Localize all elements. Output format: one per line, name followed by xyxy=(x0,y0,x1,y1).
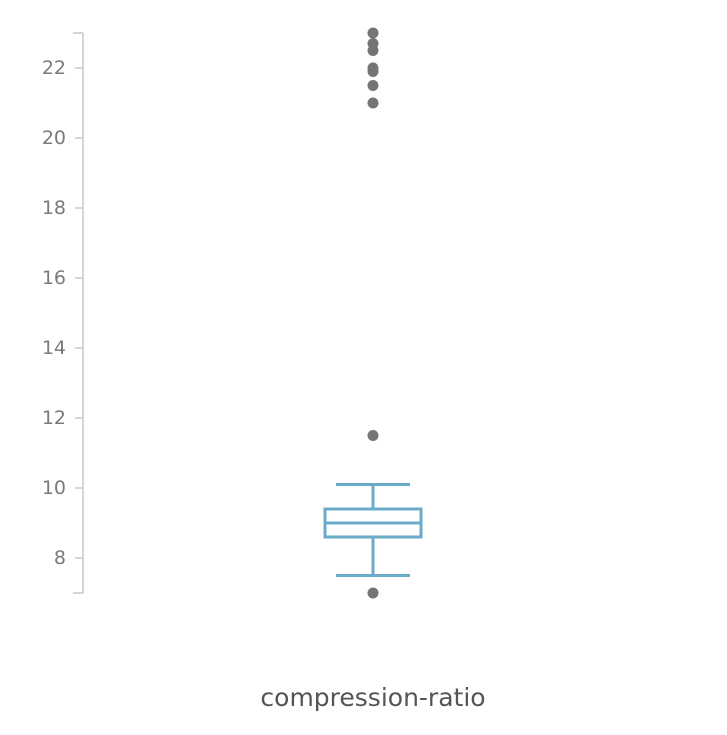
y-tick-label: 18 xyxy=(42,197,66,219)
y-tick-label: 14 xyxy=(42,337,66,359)
outlier-point xyxy=(367,97,379,109)
box-group xyxy=(323,27,423,599)
y-tick-label: 22 xyxy=(42,57,66,79)
x-axis-labels: compression-ratio xyxy=(260,683,485,712)
y-tick-label: 12 xyxy=(42,407,66,429)
y-tick-label: 20 xyxy=(42,127,66,149)
y-tick-label: 10 xyxy=(42,477,66,499)
outlier-point xyxy=(367,587,379,599)
plot-area xyxy=(323,27,423,599)
y-tick-label: 16 xyxy=(42,267,66,289)
y-axis: 8 10 12 14 16 18 20 22 xyxy=(42,32,84,594)
outlier-point xyxy=(367,62,379,74)
outlier-point xyxy=(367,430,379,441)
outlier-point xyxy=(367,38,379,49)
y-tick-label: 8 xyxy=(54,547,66,569)
category-label: compression-ratio xyxy=(260,683,485,712)
outlier-point xyxy=(367,27,379,39)
outlier-point xyxy=(367,80,379,91)
